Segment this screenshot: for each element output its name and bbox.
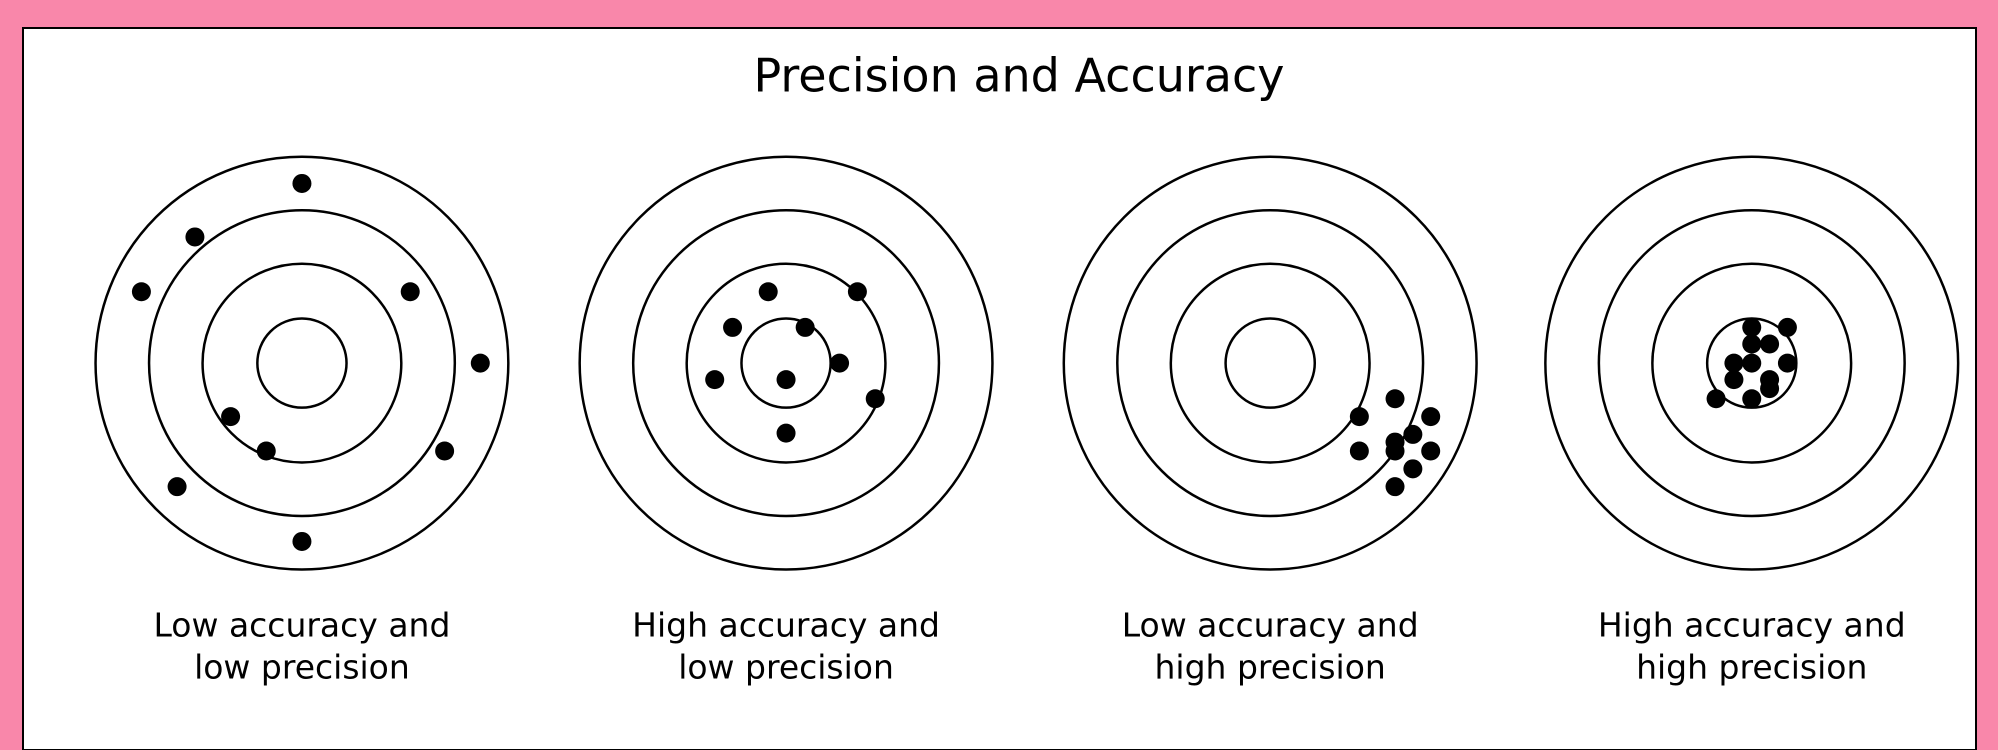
hit xyxy=(1385,441,1405,461)
hit xyxy=(847,282,867,302)
caption: High accuracy and xyxy=(632,605,940,644)
caption: low precision xyxy=(194,647,410,686)
hit xyxy=(435,441,455,461)
hit xyxy=(221,407,241,427)
hit xyxy=(1742,353,1762,373)
hit xyxy=(167,477,187,497)
ring xyxy=(1597,208,1906,518)
hit xyxy=(292,173,312,193)
hit xyxy=(1349,407,1369,427)
hit xyxy=(1777,353,1797,373)
hit xyxy=(758,282,778,302)
hit xyxy=(776,370,796,390)
ring xyxy=(94,155,510,571)
hit xyxy=(1777,317,1797,337)
hit xyxy=(1421,441,1441,461)
ring xyxy=(256,317,348,409)
caption: high precision xyxy=(1155,647,1386,686)
panel xyxy=(22,27,1977,750)
hit xyxy=(1724,370,1744,390)
hit xyxy=(1403,459,1423,479)
hit xyxy=(1742,317,1762,337)
hit xyxy=(830,353,850,373)
hit xyxy=(185,227,205,247)
ring xyxy=(685,262,887,464)
title: Precision and Accuracy xyxy=(753,49,1284,103)
hit xyxy=(1385,477,1405,497)
caption: high precision xyxy=(1636,647,1867,686)
caption: High accuracy and xyxy=(1598,605,1906,644)
hit xyxy=(865,389,885,409)
caption: low precision xyxy=(678,647,894,686)
hit xyxy=(1706,389,1726,409)
ring xyxy=(1224,317,1317,409)
hit xyxy=(1760,334,1780,354)
ring xyxy=(147,208,457,518)
hit xyxy=(1385,389,1405,409)
caption: Low accuracy and xyxy=(1122,605,1419,644)
hit xyxy=(705,370,725,390)
hit xyxy=(1742,389,1762,409)
ring xyxy=(1169,262,1371,464)
ring xyxy=(201,262,403,464)
hit xyxy=(470,353,490,373)
hit xyxy=(795,317,815,337)
ring xyxy=(578,155,994,571)
hit xyxy=(292,531,312,551)
ring xyxy=(1544,155,1960,571)
hit xyxy=(1403,424,1423,444)
hit xyxy=(776,423,796,443)
hit xyxy=(1742,334,1762,354)
ring xyxy=(631,208,941,518)
ring xyxy=(1116,208,1425,518)
ring xyxy=(1062,155,1478,571)
hit xyxy=(1724,353,1744,373)
hit xyxy=(1760,379,1780,399)
hit xyxy=(256,441,276,461)
caption: Low accuracy and xyxy=(153,605,450,644)
hit xyxy=(1421,407,1441,427)
hit xyxy=(131,282,151,302)
hit xyxy=(1349,441,1369,461)
hit xyxy=(400,282,420,302)
ring xyxy=(1651,262,1853,464)
hit xyxy=(723,317,743,337)
